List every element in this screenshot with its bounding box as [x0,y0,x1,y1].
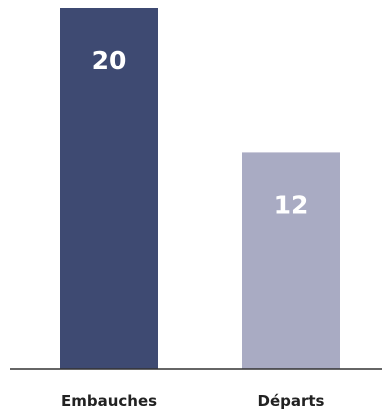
bar-2 [242,152,340,369]
bars-group [60,8,340,369]
bar-value-label: 12 [274,190,309,219]
labels-group: 20 Embauches 12 Départs [61,46,325,410]
category-label: Embauches [61,392,157,410]
bar-1 [60,8,158,369]
category-label: Départs [258,392,325,410]
bar-value-label: 20 [92,46,127,75]
